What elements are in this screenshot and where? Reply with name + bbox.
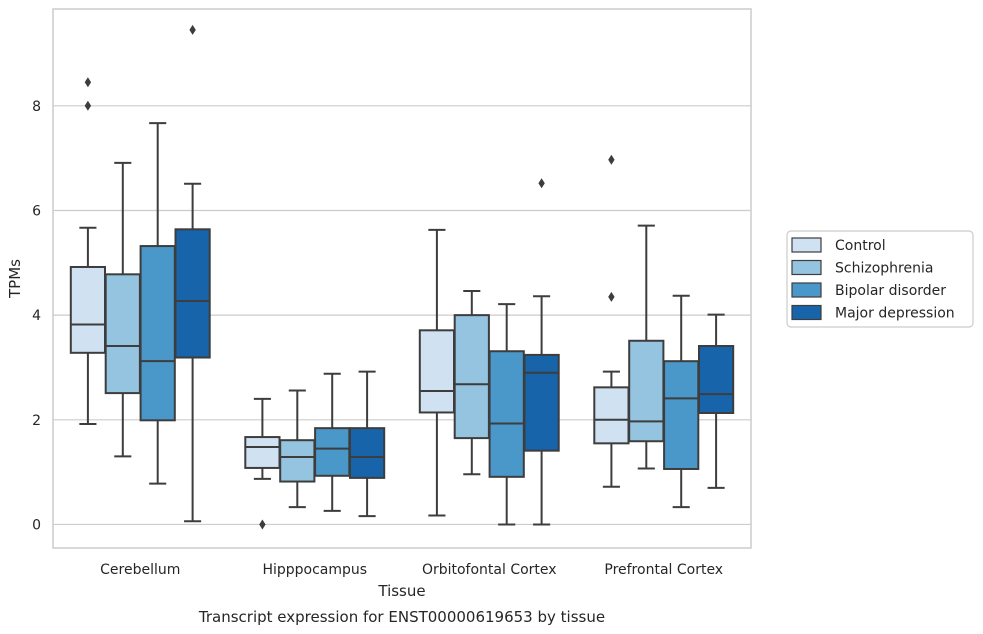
box-iqr bbox=[593, 386, 630, 445]
legend-item: Bipolar disorder bbox=[791, 282, 946, 299]
outlier-point bbox=[608, 154, 615, 165]
chart-caption: Transcript expression for ENST0000061965… bbox=[198, 608, 605, 626]
x-tick-label: Orbitofontal Cortex bbox=[422, 562, 557, 578]
box-3-1 bbox=[628, 224, 665, 470]
x-tick-label: Cerebellum bbox=[100, 562, 180, 578]
box-layer bbox=[69, 24, 735, 530]
tick-layer: 0 2 4 6 8 Cerebellum Hipppocampus Orbitofontal … bbox=[32, 99, 723, 578]
box-3-2 bbox=[663, 294, 700, 509]
box-3-0 bbox=[593, 154, 630, 488]
box-iqr bbox=[523, 353, 560, 452]
legend-frame bbox=[786, 230, 974, 328]
legend-swatch bbox=[791, 237, 822, 253]
box-iqr bbox=[663, 360, 700, 470]
box-2-3 bbox=[523, 178, 560, 526]
box-0-3 bbox=[174, 24, 211, 523]
box-0-2 bbox=[139, 122, 176, 485]
legend-item: Major depression bbox=[791, 304, 955, 322]
x-axis-title: Tissue bbox=[377, 582, 425, 600]
y-axis-title: TPMs bbox=[6, 259, 24, 299]
box-3-3 bbox=[697, 313, 735, 489]
legend-item: Schizophrenia bbox=[791, 259, 933, 277]
box-iqr bbox=[244, 436, 281, 469]
legend-label: Schizophrenia bbox=[835, 261, 933, 277]
outlier-point bbox=[84, 100, 92, 111]
box-iqr bbox=[488, 350, 525, 478]
box-1-1 bbox=[279, 389, 316, 509]
box-2-2 bbox=[488, 303, 525, 526]
legend-swatch bbox=[791, 259, 822, 276]
box-iqr bbox=[69, 265, 107, 354]
box-iqr bbox=[697, 345, 735, 414]
legend-label: Major depression bbox=[835, 306, 955, 322]
box-1-0 bbox=[244, 397, 281, 530]
legend-swatch bbox=[791, 304, 822, 321]
box-iqr bbox=[418, 329, 456, 414]
box-iqr bbox=[453, 314, 490, 440]
y-tick-label: 8 bbox=[32, 99, 41, 115]
plot-frame bbox=[52, 8, 752, 549]
box-iqr bbox=[139, 245, 176, 422]
box-iqr bbox=[174, 228, 211, 359]
y-tick-label: 6 bbox=[32, 203, 41, 219]
box-iqr bbox=[279, 439, 316, 483]
box-0-1 bbox=[104, 161, 141, 458]
box-iqr bbox=[628, 339, 665, 443]
outlier-point bbox=[84, 77, 92, 88]
box-iqr bbox=[348, 427, 386, 479]
box-iqr bbox=[314, 427, 351, 477]
legend: Control Schizophrenia Bipolar disorder Majo… bbox=[786, 230, 974, 328]
outlier-point bbox=[608, 291, 615, 302]
y-tick-label: 2 bbox=[32, 413, 41, 429]
legend-swatch bbox=[791, 282, 822, 298]
x-tick-label: Prefrontal Cortex bbox=[604, 562, 723, 578]
legend-label: Control bbox=[835, 238, 886, 254]
box-0-0 bbox=[69, 77, 107, 425]
outlier-point bbox=[189, 24, 196, 35]
outlier-point bbox=[259, 519, 266, 530]
x-tick-label: Hipppocampus bbox=[262, 562, 367, 578]
y-tick-label: 4 bbox=[32, 308, 41, 324]
legend-label: Bipolar disorder bbox=[835, 283, 946, 299]
legend-item: Control bbox=[791, 237, 886, 254]
outlier-point bbox=[538, 178, 545, 189]
y-tick-label: 0 bbox=[32, 517, 41, 533]
box-iqr bbox=[104, 273, 141, 395]
box-2-1 bbox=[453, 290, 490, 476]
box-2-0 bbox=[418, 228, 456, 517]
box-1-2 bbox=[314, 372, 351, 512]
box-1-3 bbox=[348, 370, 386, 518]
